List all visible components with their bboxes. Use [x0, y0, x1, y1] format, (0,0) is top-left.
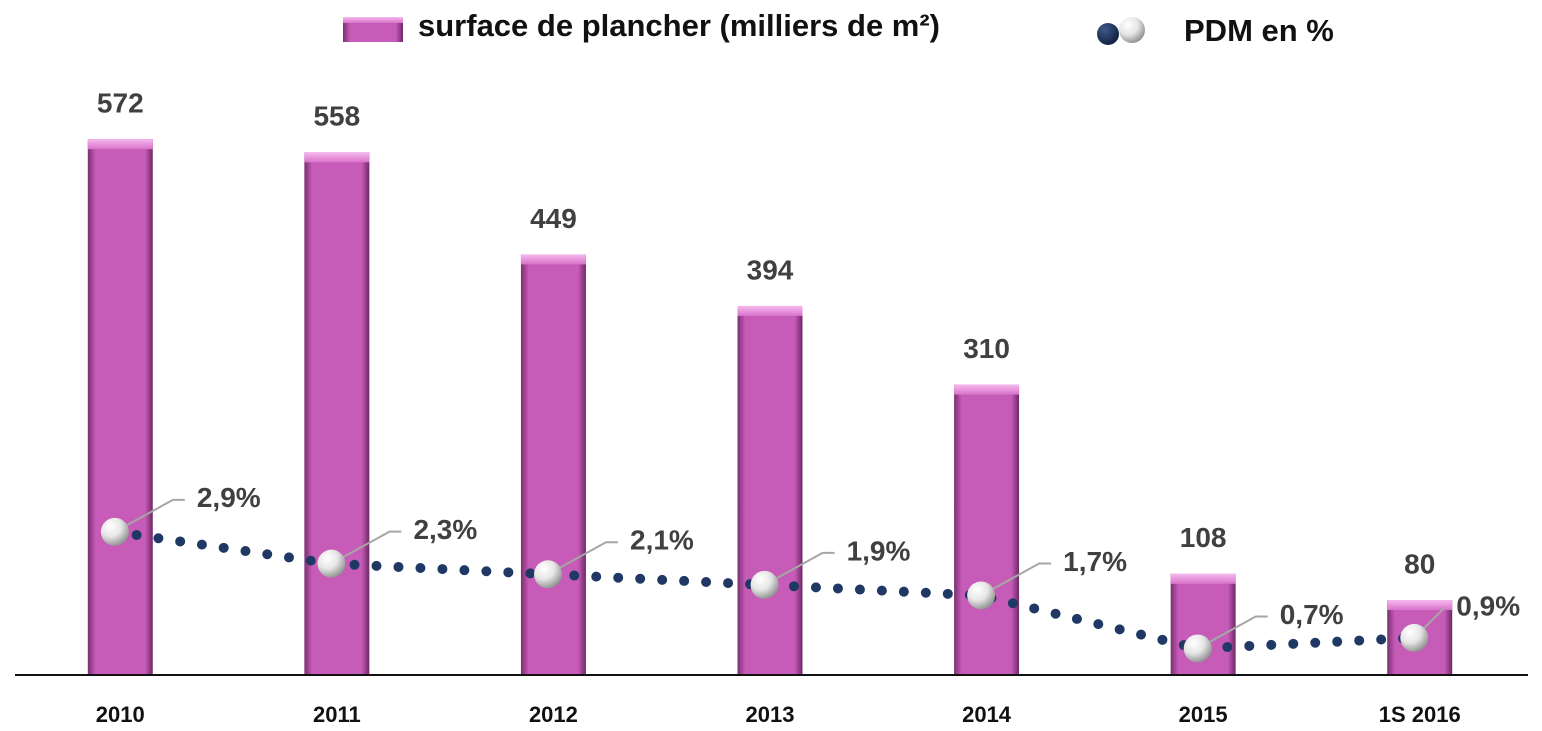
legend-swatch-cap [343, 17, 403, 23]
data-label: 0,7% [1280, 599, 1344, 630]
bar-cap [520, 254, 586, 265]
point [750, 570, 779, 599]
data-label: 1,7% [1063, 546, 1127, 577]
x-tick-label: 2010 [96, 702, 145, 727]
point [1183, 634, 1212, 663]
bar [520, 254, 586, 676]
x-tick-label: 1S 2016 [1379, 702, 1461, 727]
legend-ball [1119, 17, 1145, 43]
point [100, 517, 129, 546]
point [534, 560, 563, 589]
point [1400, 623, 1429, 652]
bar-cap [954, 384, 1020, 395]
point [967, 581, 996, 610]
x-tick-label: 2013 [746, 702, 795, 727]
data-label: 1,9% [847, 535, 911, 566]
legend: surface de plancher (milliers de m²) PDM… [343, 8, 1334, 48]
point [317, 549, 346, 578]
data-label: 2,9% [197, 482, 261, 513]
data-label: 2,3% [413, 514, 477, 545]
bar-cap [304, 152, 370, 163]
x-tick-label: 2014 [962, 702, 1012, 727]
bar [737, 305, 803, 675]
bar [954, 384, 1020, 675]
data-label: 558 [313, 101, 360, 132]
legend-label: surface de plancher (milliers de m²) [418, 8, 940, 43]
data-label: 80 [1404, 548, 1435, 579]
bar [87, 139, 153, 675]
data-label: 0,9% [1456, 590, 1520, 621]
leader-line [764, 551, 835, 586]
data-label: 394 [747, 254, 794, 285]
data-label: 2,1% [630, 525, 694, 556]
x-tick-label: 2012 [529, 702, 578, 727]
leader-line [547, 541, 619, 576]
bar-cap [87, 139, 153, 150]
bar-cap [1387, 600, 1453, 611]
data-label: 108 [1180, 522, 1227, 553]
bar-cap [1170, 573, 1236, 584]
bar-cap [737, 305, 803, 316]
leader-line [114, 498, 185, 533]
leader-line [980, 562, 1052, 597]
legend-label: PDM en % [1184, 13, 1334, 48]
data-label: 310 [963, 333, 1010, 364]
legend-dot [1097, 23, 1119, 45]
x-tick-label: 2011 [313, 702, 361, 727]
x-tick-label: 2015 [1179, 702, 1228, 727]
bar [304, 152, 370, 676]
leader-line [330, 530, 402, 565]
data-label: 572 [97, 88, 144, 119]
data-label: 449 [530, 203, 577, 234]
leader-line [1197, 615, 1268, 650]
